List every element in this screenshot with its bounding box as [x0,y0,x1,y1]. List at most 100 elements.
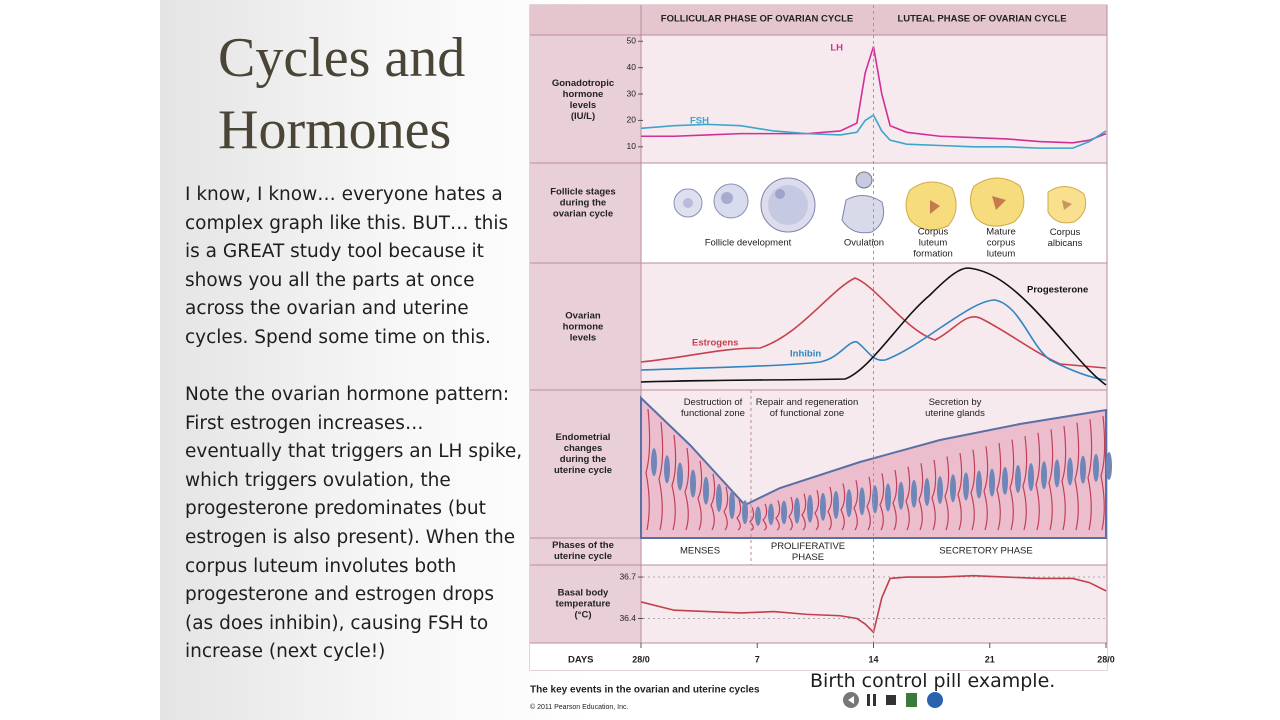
gland [853,480,859,531]
y-tick-label: 40 [627,62,637,72]
gland [729,491,735,520]
gland [1074,422,1080,531]
y-tick-label: 36.7 [619,571,636,581]
gland [846,489,852,518]
player-controls[interactable] [843,692,943,708]
estrogen-curve [640,277,1107,369]
header-band [530,5,1107,35]
label-column [530,5,641,643]
gland [885,483,891,512]
label-line: uterine cycle [554,551,612,562]
days-label: DAYS [568,655,594,666]
gland [892,469,898,531]
y-tick-label: 20 [627,115,637,125]
gland [963,472,969,501]
gland [983,446,989,531]
label-line: during the [560,454,606,465]
label-line: Follicle development [705,238,792,249]
label-line: Endometrial [556,432,611,443]
x-tick-label: 14 [868,654,878,664]
gland [749,506,755,531]
y-tick-label: 36.4 [619,613,636,623]
paragraph: Note the ovarian hormone pattern: First … [185,384,523,663]
gland [1015,464,1021,493]
gland [976,470,982,499]
gland [1022,436,1028,531]
gland [723,486,729,531]
label-line: Mature [986,227,1016,238]
gland [807,494,813,523]
gland [762,503,768,531]
label-line: Secretion by [929,397,982,408]
label-line: Repair and regeneration [756,397,858,408]
series-label: Progesterone [1027,285,1088,296]
gland [1002,466,1008,495]
x-tick-label: 28/0 [1097,654,1115,664]
label-line: Gonadotropic [552,78,614,89]
label-line: Corpus [918,227,949,238]
series-line [640,114,1107,149]
gland [1061,425,1067,531]
gland [898,481,904,510]
gland [703,476,709,505]
gland [651,448,657,477]
gland [697,460,703,531]
gland [1048,429,1054,531]
series-line [641,46,1107,144]
phase-header: LUTEAL PHASE OF OVARIAN CYCLE [897,14,1066,25]
gland [1041,461,1047,490]
x-tick-label: 21 [985,654,995,664]
gland [1087,419,1093,531]
gland [710,473,716,531]
series-label: Inhibin [790,349,821,360]
series-label: Estrogens [692,338,738,349]
y-tick-label: 10 [627,141,637,151]
label-line: albicans [1048,238,1083,249]
gland [801,493,807,531]
gland [794,497,800,524]
gland [944,456,950,531]
gland [859,487,865,516]
gland [1106,451,1112,480]
gland [788,496,794,531]
x-tick-label: 28/0 [632,654,650,664]
series-line [640,574,1107,634]
label-line: Follicle stages [550,187,615,198]
gland [645,408,651,531]
gland [970,449,976,531]
gland [905,466,911,531]
label-line: functional zone [681,408,745,419]
label-line: (°C) [575,610,592,621]
gland [684,447,690,531]
label-line: Ovarian [565,311,601,322]
paragraph: I know, I know… everyone hates a complex… [185,184,509,348]
gland [866,476,872,531]
label-line: hormone [563,89,604,100]
gland [950,474,956,503]
gland [918,463,924,531]
gland [924,477,930,506]
y-tick-label: 50 [627,36,637,46]
label-line: levels [570,100,596,111]
label-line: PHASE [792,552,824,563]
gland [736,499,742,531]
label-line: formation [913,249,953,260]
label-line: uterine glands [925,408,985,419]
label-line: of functional zone [770,408,844,419]
gland [989,468,995,497]
gland [1009,439,1015,531]
gland [814,490,820,531]
progesterone-curve [640,267,1107,386]
inhibin-curve [640,299,1107,381]
gland [690,469,696,498]
label-line: Destruction of [684,397,743,408]
label-line: changes [564,443,603,454]
gland [1080,455,1086,484]
gland [937,476,943,505]
label-line: uterine cycle [554,465,612,476]
gland [755,506,761,526]
label-line: ovarian cycle [553,209,613,220]
series-label: LH [830,43,843,54]
label-line: PROLIFERATIVE [771,541,845,552]
